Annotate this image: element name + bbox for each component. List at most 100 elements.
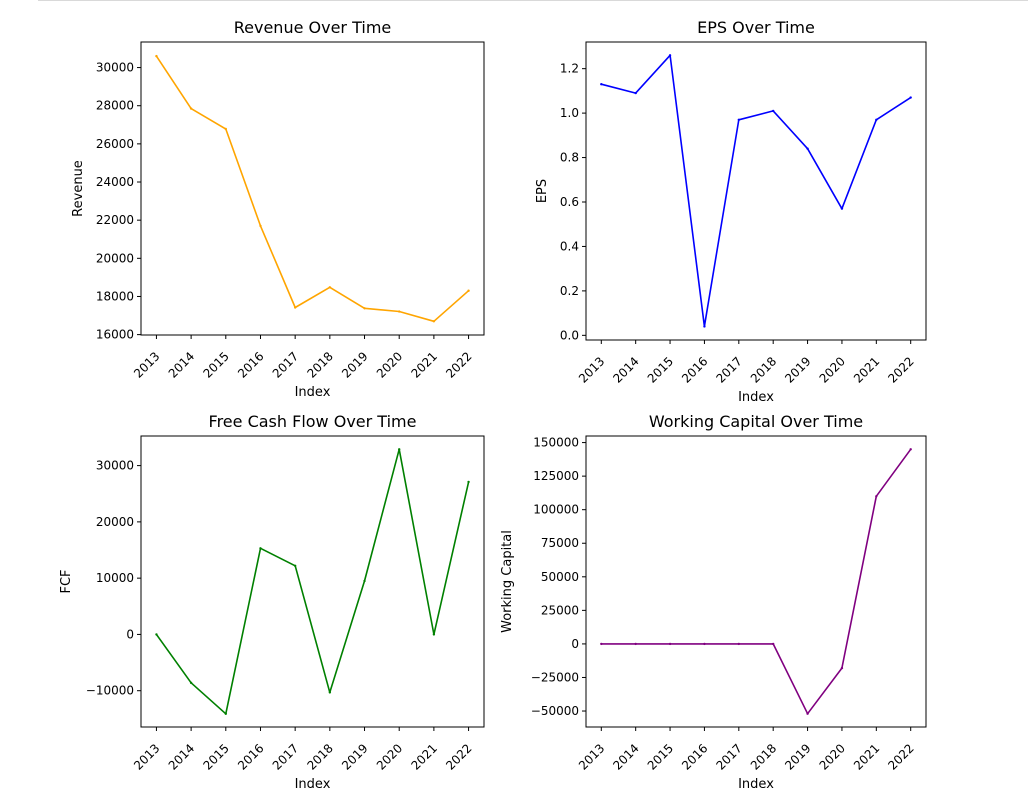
x-tick-label: 2013 [131, 349, 162, 380]
y-tick-label: 10000 [96, 571, 134, 585]
data-point [668, 54, 672, 57]
y-tick-label: 150000 [533, 436, 579, 450]
data-point [189, 681, 193, 685]
data-point [840, 207, 844, 210]
x-tick-label: 2022 [443, 741, 474, 772]
data-point [909, 96, 912, 99]
x-tick-label: 2014 [610, 354, 641, 385]
y-tick-label: 0.4 [560, 239, 579, 253]
top-divider [38, 0, 1028, 1]
data-point [600, 83, 603, 86]
data-point [600, 642, 603, 646]
x-axis-label: Index [738, 390, 774, 405]
x-tick-label: 2022 [443, 349, 474, 380]
x-tick-label: 2020 [374, 349, 405, 380]
data-point [328, 691, 332, 694]
x-tick-label: 2014 [166, 349, 197, 380]
x-tick-label: 2014 [610, 741, 641, 772]
x-tick-label: 2021 [409, 349, 440, 380]
y-tick-label: 25000 [541, 603, 579, 617]
data-point [328, 286, 332, 289]
x-tick-label: 2016 [679, 741, 710, 772]
y-axis-label: Revenue [71, 160, 86, 217]
data-point [398, 448, 401, 451]
y-tick-label: 125000 [533, 469, 579, 483]
x-tick-label: 2018 [304, 349, 335, 380]
plot-frame [585, 41, 927, 341]
x-axis-label: Index [295, 385, 331, 400]
chart-title: EPS Over Time [697, 18, 815, 37]
y-tick-label: 0.6 [560, 195, 579, 209]
x-tick-label: 2018 [304, 741, 335, 772]
x-tick-label: 2015 [645, 741, 676, 772]
x-tick-label: 2016 [235, 741, 266, 772]
x-tick-label: 2019 [339, 741, 370, 772]
data-point [363, 579, 366, 583]
y-tick-label: 18000 [96, 289, 134, 303]
y-tick-label: 0.2 [560, 284, 579, 298]
data-point [703, 642, 706, 646]
y-tick-label: 0.0 [560, 328, 579, 342]
data-point [771, 109, 775, 113]
data-point [189, 107, 193, 110]
series-line [155, 448, 470, 715]
plot-frame [585, 435, 927, 728]
x-tick-label: 2017 [270, 349, 301, 380]
x-tick-label: 2015 [200, 349, 231, 380]
chart-panel-3: Free Cash Flow Over Time −10000 0 10000 2000… [59, 412, 485, 792]
data-point [634, 642, 637, 646]
y-axis-label: FCF [59, 569, 74, 593]
x-tick-label: 2020 [817, 354, 848, 385]
data-point [875, 495, 878, 498]
x-tick-label: 2022 [885, 741, 916, 772]
data-point [259, 547, 262, 550]
data-point [806, 712, 809, 715]
y-tick-label: 0.8 [560, 151, 579, 165]
plot-frame [140, 435, 485, 728]
x-tick-label: 2017 [713, 741, 744, 772]
data-point [875, 118, 878, 121]
x-axis-label: Index [295, 777, 331, 792]
y-tick-label: 75000 [541, 536, 579, 550]
data-point [840, 666, 844, 670]
y-tick-label: −10000 [86, 684, 134, 698]
y-tick-label: 20000 [96, 515, 134, 529]
data-point [467, 480, 470, 484]
data-point [467, 289, 470, 292]
x-tick-label: 2015 [200, 741, 231, 772]
y-tick-label: −25000 [531, 670, 579, 684]
data-point [155, 54, 158, 58]
data-point [806, 147, 809, 150]
x-tick-label: 2017 [713, 354, 744, 385]
data-point [224, 712, 227, 715]
y-tick-label: 24000 [96, 175, 134, 189]
x-tick-label: 2013 [131, 741, 162, 772]
y-tick-label: 100000 [533, 503, 579, 517]
y-tick-label: 26000 [96, 137, 134, 151]
data-point [909, 448, 912, 451]
x-tick-label: 2015 [645, 354, 676, 385]
data-point [259, 224, 262, 228]
data-point [703, 325, 706, 328]
x-tick-label: 2017 [270, 741, 301, 772]
y-tick-label: 30000 [96, 61, 134, 75]
data-point [363, 307, 366, 310]
x-tick-label: 2021 [851, 741, 882, 772]
y-tick-label: 0 [126, 627, 134, 641]
y-tick-label: 50000 [541, 570, 579, 584]
x-axis-label: Index [738, 777, 774, 792]
y-tick-label: 28000 [96, 99, 134, 113]
data-point [634, 91, 637, 95]
chart-panel-4: Working Capital Over Time −50000 −25000 0 25… [500, 412, 927, 792]
data-point [293, 564, 297, 567]
x-tick-label: 2019 [339, 349, 370, 380]
x-tick-label: 2020 [374, 741, 405, 772]
series-line [155, 55, 470, 323]
x-tick-label: 2016 [679, 354, 710, 385]
y-axis-label: EPS [535, 179, 550, 203]
x-tick-label: 2013 [576, 354, 607, 385]
y-tick-label: 30000 [96, 459, 134, 473]
data-point [737, 118, 741, 121]
